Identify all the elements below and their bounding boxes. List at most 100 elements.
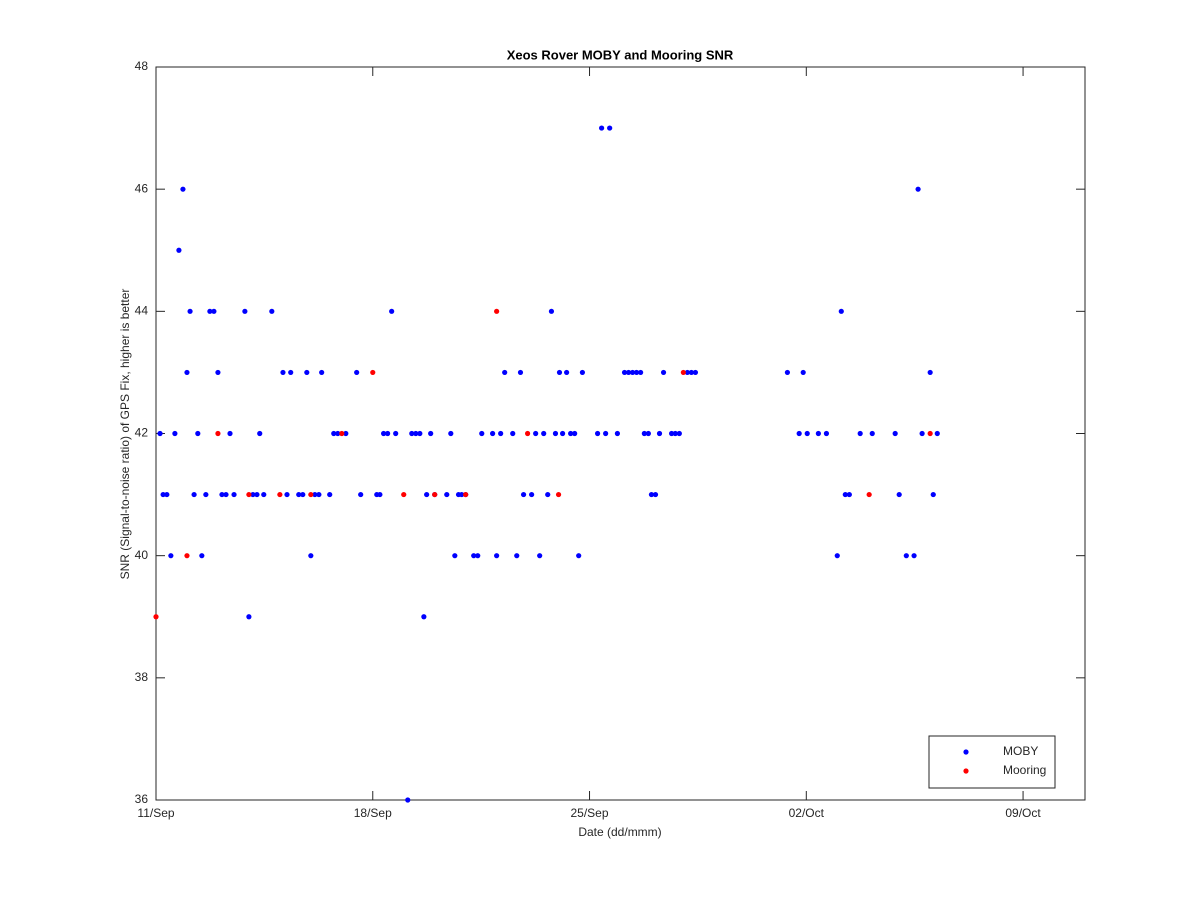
point bbox=[269, 308, 275, 314]
point bbox=[520, 491, 527, 498]
point bbox=[160, 491, 166, 498]
point bbox=[614, 430, 621, 437]
point bbox=[424, 491, 430, 498]
point bbox=[846, 491, 852, 498]
point bbox=[533, 430, 539, 437]
point bbox=[919, 430, 925, 437]
point bbox=[199, 553, 205, 559]
chart-title: Xeos Rover MOBY and Mooring SNR bbox=[507, 47, 734, 62]
point bbox=[231, 491, 237, 498]
point bbox=[335, 430, 341, 437]
x-tick-label: 25/Sep bbox=[571, 806, 609, 820]
y-tick-label: 36 bbox=[135, 792, 149, 806]
point bbox=[680, 369, 686, 376]
point bbox=[257, 430, 263, 437]
point bbox=[168, 553, 174, 559]
point bbox=[187, 308, 193, 314]
legend: MOBY Mooring bbox=[928, 735, 1056, 789]
point bbox=[157, 430, 163, 437]
point bbox=[370, 369, 376, 376]
point bbox=[153, 614, 159, 620]
y-tick-label: 44 bbox=[135, 304, 149, 318]
point bbox=[184, 553, 190, 559]
point bbox=[385, 430, 391, 437]
point bbox=[296, 491, 302, 498]
point bbox=[815, 430, 821, 437]
point bbox=[555, 491, 562, 498]
point bbox=[219, 491, 225, 498]
point bbox=[280, 369, 286, 376]
y-tick-label: 42 bbox=[135, 426, 149, 440]
point bbox=[568, 430, 574, 437]
point bbox=[463, 491, 469, 498]
point bbox=[343, 430, 349, 437]
point bbox=[541, 430, 547, 437]
point bbox=[471, 553, 477, 559]
point bbox=[409, 430, 415, 437]
point bbox=[796, 430, 802, 437]
point bbox=[927, 369, 933, 376]
x-tick-label: 11/Sep bbox=[137, 806, 174, 820]
point bbox=[254, 491, 260, 498]
point bbox=[250, 491, 256, 498]
point bbox=[203, 491, 209, 498]
x-axis-label: Date (dd/mmm) bbox=[578, 825, 661, 839]
point bbox=[896, 491, 902, 498]
x-tick-label: 18/Sep bbox=[354, 806, 392, 820]
point bbox=[308, 553, 314, 559]
point bbox=[684, 369, 690, 376]
point bbox=[184, 369, 190, 376]
point bbox=[176, 247, 182, 253]
point bbox=[502, 369, 508, 376]
point bbox=[529, 491, 535, 498]
point bbox=[857, 430, 863, 437]
point bbox=[652, 491, 659, 498]
point bbox=[564, 369, 570, 376]
point bbox=[645, 430, 651, 437]
point bbox=[164, 491, 170, 498]
point bbox=[358, 491, 364, 498]
point bbox=[892, 430, 898, 437]
point bbox=[339, 430, 345, 437]
point bbox=[629, 369, 636, 376]
point bbox=[331, 430, 337, 437]
point bbox=[559, 430, 566, 437]
point bbox=[377, 491, 383, 498]
point bbox=[641, 430, 647, 437]
point bbox=[195, 430, 201, 437]
legend-marker bbox=[963, 768, 969, 774]
legend-label: MOBY bbox=[1003, 744, 1038, 758]
point bbox=[676, 430, 682, 437]
point bbox=[930, 491, 936, 498]
point bbox=[277, 491, 283, 498]
point bbox=[603, 430, 609, 437]
point bbox=[300, 491, 306, 498]
point bbox=[911, 553, 917, 559]
point bbox=[510, 430, 516, 437]
point bbox=[246, 491, 252, 498]
point bbox=[401, 491, 407, 498]
legend-box bbox=[928, 735, 1056, 789]
point bbox=[672, 430, 678, 437]
point bbox=[444, 491, 450, 498]
point bbox=[413, 430, 419, 437]
point bbox=[576, 553, 582, 559]
point bbox=[452, 553, 458, 559]
legend-label: Mooring bbox=[1003, 763, 1046, 777]
point bbox=[656, 430, 663, 437]
y-tick-label: 46 bbox=[135, 181, 149, 195]
point bbox=[514, 553, 520, 559]
point bbox=[638, 369, 644, 376]
point bbox=[634, 369, 640, 376]
point bbox=[668, 430, 675, 437]
point bbox=[316, 491, 322, 498]
point bbox=[432, 491, 438, 498]
y-axis-label: SNR (Signal-to-noise ratio) of GPS Fix, … bbox=[118, 289, 132, 580]
x-tick-label: 02/Oct bbox=[789, 806, 825, 820]
point bbox=[459, 491, 465, 498]
point bbox=[246, 614, 252, 620]
point bbox=[525, 430, 531, 437]
x-tick-label: 09/Oct bbox=[1005, 806, 1041, 820]
point bbox=[804, 430, 810, 437]
